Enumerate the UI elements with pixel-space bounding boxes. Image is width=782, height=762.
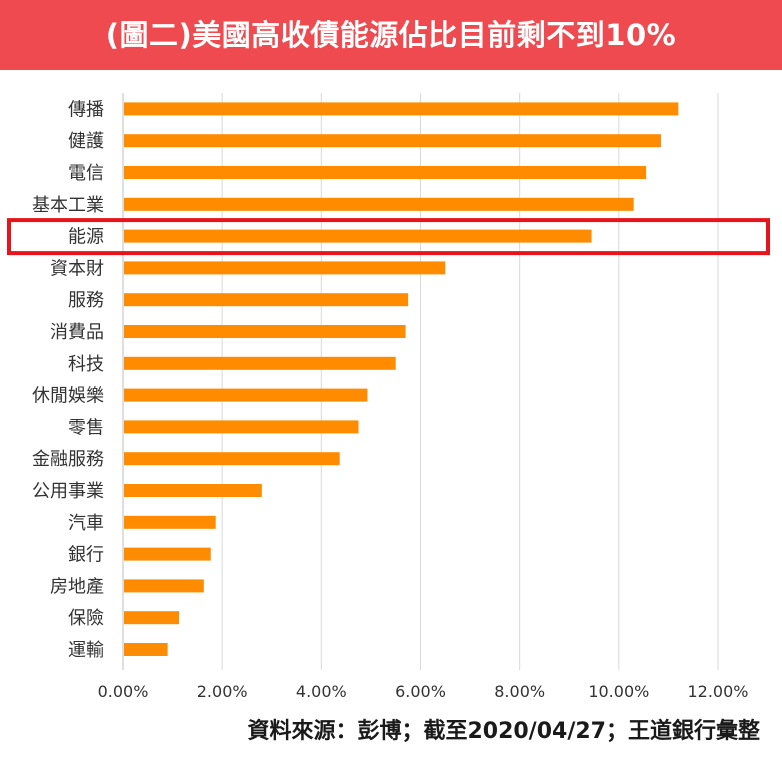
- category-label: 基本工業: [32, 195, 104, 216]
- bar: [124, 102, 679, 116]
- category-label: 汽車: [68, 513, 104, 534]
- category-label: 金融服務: [32, 449, 104, 470]
- x-tick-label: 0.00%: [98, 682, 149, 701]
- bar: [124, 611, 180, 625]
- x-tick-label: 6.00%: [395, 682, 446, 701]
- bar: [124, 229, 592, 243]
- highlight-box: [7, 218, 770, 256]
- category-label: 科技: [68, 354, 104, 375]
- bar: [124, 643, 168, 656]
- category-label: 保險: [68, 608, 104, 629]
- bar: [124, 325, 406, 338]
- category-label: 健護: [68, 131, 104, 152]
- bar: [124, 515, 216, 529]
- category-label: 銀行: [68, 545, 104, 566]
- x-tick-label: 2.00%: [197, 682, 248, 701]
- bar: [124, 197, 634, 211]
- x-tick-label: 12.00%: [687, 682, 748, 701]
- category-label: 電信: [68, 163, 104, 184]
- x-tick-labels: 0.00% 2.00% 4.00% 6.00% 8.00% 10.00% 12.00%: [98, 682, 749, 701]
- bar-chart: 傳播健護電信基本工業能源資本財服務消費品科技休閒娛樂零售金融服務公用事業汽車銀行…: [7, 93, 770, 701]
- category-label: 公用事業: [32, 481, 104, 502]
- category-labels: 傳播健護電信基本工業能源資本財服務消費品科技休閒娛樂零售金融服務公用事業汽車銀行…: [32, 99, 104, 661]
- bar: [124, 547, 211, 561]
- bar: [124, 452, 340, 466]
- bar: [124, 261, 446, 275]
- bar: [124, 579, 204, 593]
- bar: [124, 166, 647, 179]
- bars: [124, 102, 679, 656]
- source-note: 資料來源：彭博；截至2020/04/27；王道銀行彙整: [247, 719, 760, 744]
- category-label: 消費品: [50, 322, 104, 343]
- category-label: 房地產: [50, 576, 104, 597]
- gridlines: [221, 93, 719, 670]
- x-tick-label: 4.00%: [296, 682, 347, 701]
- bar: [124, 356, 396, 370]
- x-tick-label: 8.00%: [494, 682, 545, 701]
- bar: [124, 484, 262, 497]
- category-label: 資本財: [50, 258, 104, 279]
- bar: [124, 134, 661, 148]
- bar: [124, 420, 359, 434]
- bar: [124, 388, 368, 402]
- bar: [124, 293, 409, 307]
- category-label: 零售: [68, 417, 104, 438]
- chart-title: (圖二)美國高收債能源佔比目前剩不到10%: [0, 0, 782, 70]
- energy-highlight-box: [7, 218, 770, 256]
- category-label: 運輸: [68, 640, 104, 661]
- category-label: 休閒娛樂: [32, 386, 104, 407]
- category-label: 傳播: [68, 99, 104, 120]
- category-label: 服務: [68, 290, 104, 311]
- x-tick-label: 10.00%: [588, 682, 649, 701]
- category-label: 能源: [68, 227, 104, 248]
